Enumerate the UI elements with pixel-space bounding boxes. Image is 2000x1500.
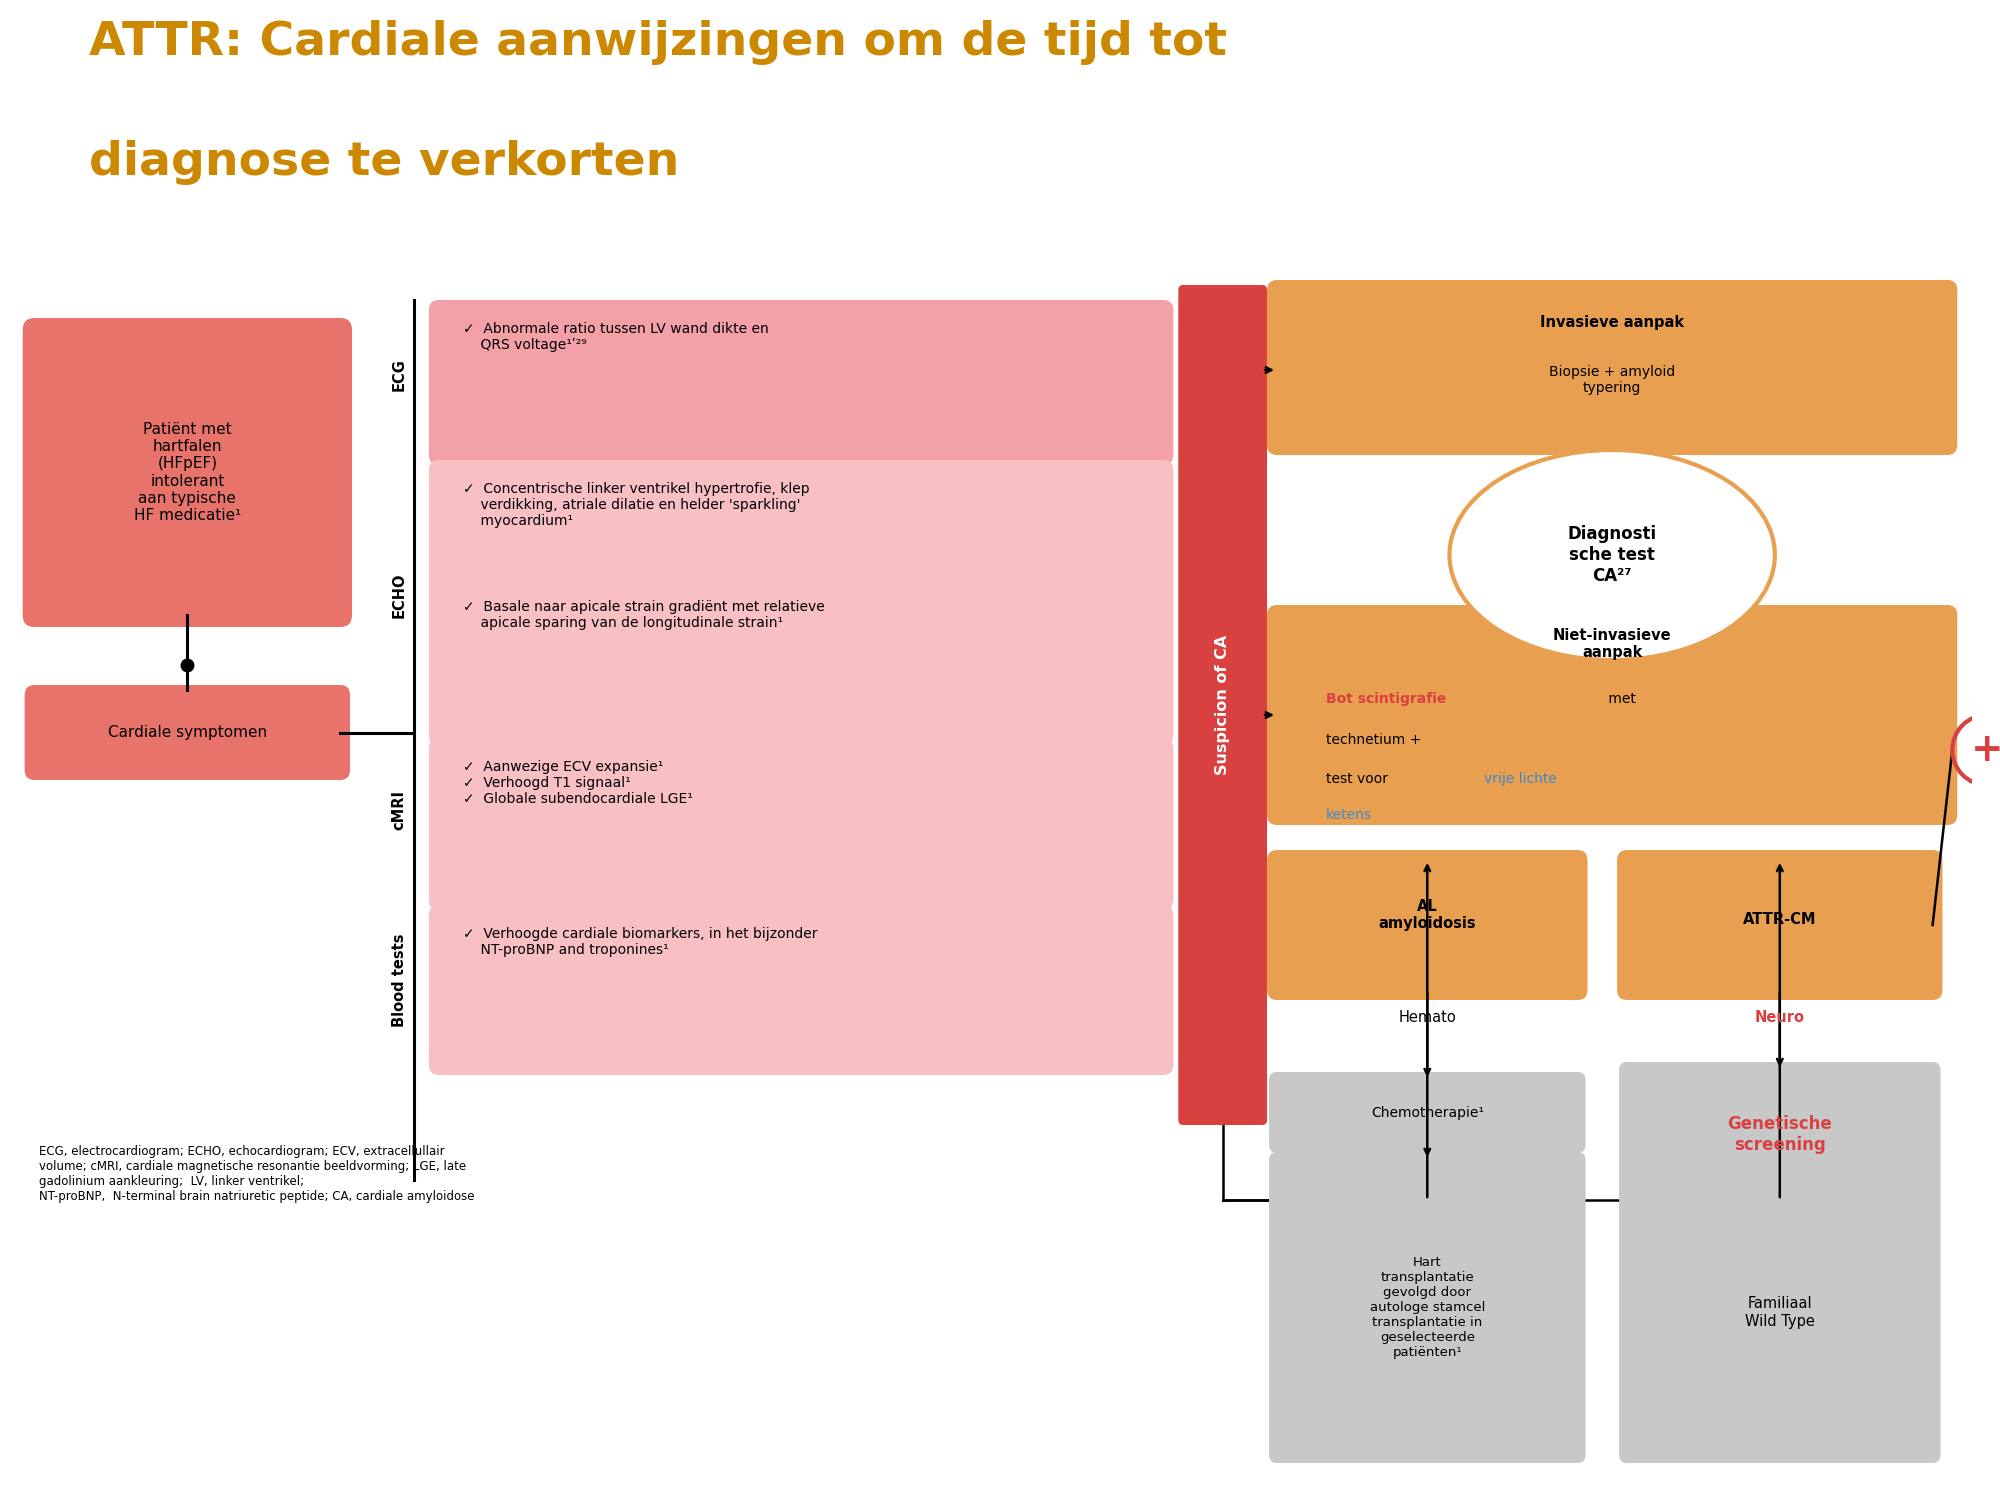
FancyBboxPatch shape (1268, 850, 1588, 1000)
Text: ECHO: ECHO (392, 572, 406, 618)
Text: AL
amyloidosis: AL amyloidosis (1378, 898, 1476, 932)
Text: Biopsie + amyloid
typering: Biopsie + amyloid typering (1550, 364, 1676, 394)
Text: Genetische
screening: Genetische screening (1728, 1114, 1832, 1154)
Text: Familiaal
Wild Type: Familiaal Wild Type (1744, 1296, 1814, 1329)
Text: Hart
transplantatie
gevolgd door
autologe stamcel
transplantatie in
geselecteerd: Hart transplantatie gevolgd door autolog… (1370, 1256, 1484, 1359)
FancyBboxPatch shape (1620, 1062, 1940, 1462)
Text: Blood tests: Blood tests (392, 933, 406, 1026)
Text: Invasieve aanpak: Invasieve aanpak (1540, 315, 1684, 330)
FancyBboxPatch shape (1268, 604, 1958, 825)
FancyBboxPatch shape (1270, 1152, 1586, 1462)
FancyBboxPatch shape (22, 318, 352, 627)
Text: ✓  Basale naar apicale strain gradiënt met relatieve
    apicale sparing van de : ✓ Basale naar apicale strain gradiënt me… (464, 600, 826, 630)
Text: ATTR: Cardiale aanwijzingen om de tijd tot: ATTR: Cardiale aanwijzingen om de tijd t… (88, 20, 1226, 64)
Text: cMRI: cMRI (392, 790, 406, 830)
Text: Cardiale symptomen: Cardiale symptomen (108, 724, 266, 740)
Ellipse shape (1450, 450, 1774, 660)
FancyBboxPatch shape (1178, 285, 1268, 1125)
Text: ✓  Aanwezige ECV expansie¹
✓  Verhoogd T1 signaal¹
✓  Globale subendocardiale LG: ✓ Aanwezige ECV expansie¹ ✓ Verhoogd T1 … (464, 760, 694, 807)
FancyBboxPatch shape (428, 738, 1174, 910)
Text: Diagnosti
sche test
CA²⁷: Diagnosti sche test CA²⁷ (1568, 525, 1656, 585)
Text: vrije lichte: vrije lichte (1484, 772, 1556, 786)
Text: technetium +: technetium + (1326, 734, 1422, 747)
Text: Chemotherapie¹: Chemotherapie¹ (1370, 1106, 1484, 1119)
Text: test voor: test voor (1326, 772, 1392, 786)
Text: Suspicion of CA: Suspicion of CA (1216, 634, 1230, 776)
Text: Bot scintigrafie: Bot scintigrafie (1326, 692, 1446, 706)
Text: ECG: ECG (392, 358, 406, 392)
Text: +: + (1210, 921, 1234, 950)
Text: ATTR-CM: ATTR-CM (1744, 912, 1816, 927)
Text: Patiënt met
hartfalen
(HFpEF)
intolerant
aan typische
HF medicatie¹: Patiënt met hartfalen (HFpEF) intolerant… (134, 422, 240, 524)
Text: Neuro: Neuro (1754, 1010, 1804, 1025)
Text: ECG, electrocardiogram; ECHO, echocardiogram; ECV, extracellullair
volume; cMRI,: ECG, electrocardiogram; ECHO, echocardio… (40, 1144, 474, 1203)
FancyBboxPatch shape (1268, 280, 1958, 454)
FancyBboxPatch shape (428, 300, 1174, 465)
Text: +: + (1970, 730, 2000, 770)
Text: ✓  Abnormale ratio tussen LV wand dikte en
    QRS voltage¹ʹ²⁹: ✓ Abnormale ratio tussen LV wand dikte e… (464, 322, 770, 352)
Text: Niet-invasieve
aanpak: Niet-invasieve aanpak (1552, 628, 1672, 660)
FancyBboxPatch shape (1270, 1072, 1586, 1154)
Text: ✓  Concentrische linker ventrikel hypertrofie, klep
    verdikking, atriale dila: ✓ Concentrische linker ventrikel hypertr… (464, 482, 810, 528)
Text: diagnose te verkorten: diagnose te verkorten (88, 140, 680, 184)
Text: ketens: ketens (1326, 808, 1372, 822)
FancyBboxPatch shape (428, 460, 1174, 746)
FancyBboxPatch shape (24, 686, 350, 780)
FancyBboxPatch shape (428, 904, 1174, 1076)
Text: met: met (1604, 692, 1636, 706)
Text: Hemato: Hemato (1398, 1010, 1456, 1025)
FancyBboxPatch shape (1618, 850, 1942, 1000)
Text: ✓  Verhoogde cardiale biomarkers, in het bijzonder
    NT-proBNP and troponines¹: ✓ Verhoogde cardiale biomarkers, in het … (464, 927, 818, 957)
